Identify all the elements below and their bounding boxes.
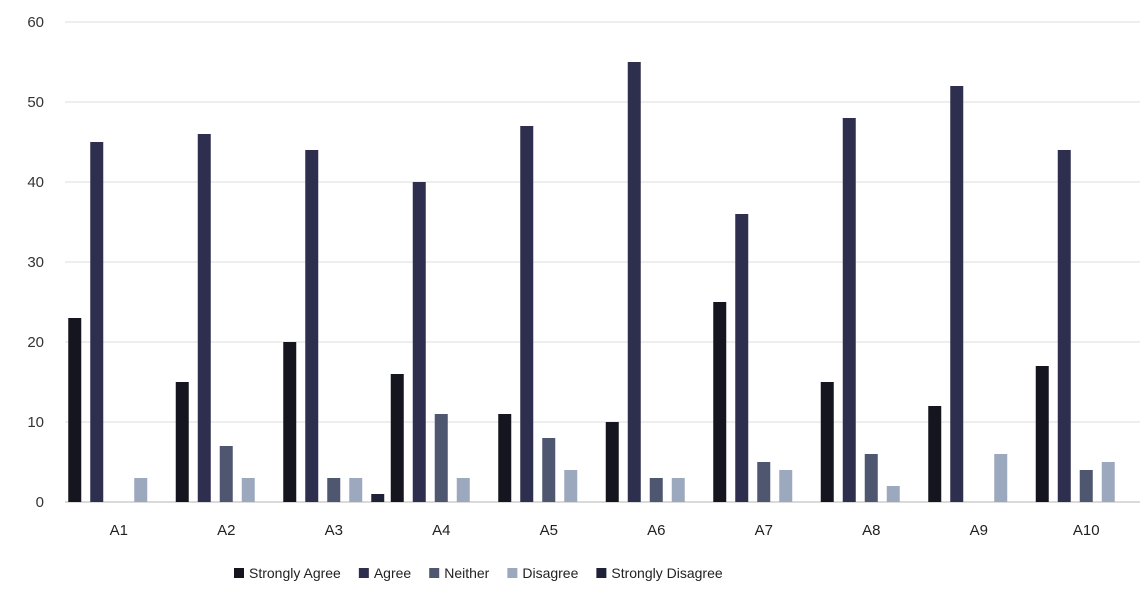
x-tick-label: A10 — [1073, 522, 1100, 539]
x-tick-label: A5 — [540, 522, 558, 539]
bar-A2-neither — [219, 446, 233, 502]
bar-A10-disagree — [1101, 462, 1115, 502]
x-tick-label: A7 — [755, 522, 773, 539]
x-tick-label: A6 — [647, 522, 665, 539]
bar-A5-agree — [520, 126, 534, 502]
y-tick-label: 0 — [36, 494, 44, 511]
legend-label: Neither — [444, 565, 489, 581]
legend: Strongly Agree Agree Neither Disagree Strong… — [234, 565, 723, 581]
gridlines — [65, 21, 1140, 503]
bar-A1-agree — [90, 142, 104, 502]
bar-A6-agree — [627, 62, 641, 502]
bar-A5-disagree — [564, 470, 578, 502]
bar-A4-strongly-agree — [390, 374, 404, 502]
x-tick-label: A3 — [325, 522, 343, 539]
bar-A10-strongly-agree — [1035, 366, 1049, 502]
legend-label: Agree — [374, 565, 412, 581]
bar-A4-disagree — [456, 478, 470, 502]
bar-A9-agree — [950, 86, 964, 502]
legend-swatch — [234, 568, 244, 578]
legend-label: Disagree — [522, 565, 578, 581]
bar-A3-strongly-agree — [283, 342, 297, 502]
bar-A4-agree — [412, 182, 426, 502]
y-axis: 0 10 20 30 40 50 60 — [27, 14, 44, 511]
x-tick-label: A1 — [110, 522, 128, 539]
x-tick-label: A4 — [432, 522, 450, 539]
bar-A7-strongly-agree — [713, 302, 727, 502]
bar-A3-neither — [327, 478, 341, 502]
x-tick-label: A9 — [970, 522, 988, 539]
bar-A2-agree — [197, 134, 211, 502]
bar-A7-disagree — [779, 470, 793, 502]
bar-A9-disagree — [994, 454, 1008, 502]
y-tick-label: 30 — [27, 254, 44, 271]
bar-A5-strongly-agree — [498, 414, 512, 502]
bar-A3-agree — [305, 150, 319, 502]
y-tick-label: 50 — [27, 94, 44, 111]
x-axis: A1 A2 A3 A4 A5 A6 A7 A8 A9 A10 — [110, 522, 1100, 539]
bar-A8-neither — [864, 454, 878, 502]
bar-A10-neither — [1079, 470, 1093, 502]
bar-A3-disagree — [349, 478, 363, 502]
x-tick-label: A2 — [217, 522, 235, 539]
bars — [68, 62, 1115, 502]
bar-A1-strongly-agree — [68, 318, 82, 502]
legend-label: Strongly Disagree — [611, 565, 722, 581]
y-tick-label: 60 — [27, 14, 44, 31]
bar-A3-strongly-disagree — [371, 494, 385, 502]
legend-swatch — [596, 568, 607, 578]
y-tick-label: 40 — [27, 174, 44, 191]
y-tick-label: 20 — [27, 334, 44, 351]
bar-A10-agree — [1057, 150, 1071, 502]
x-tick-label: A8 — [862, 522, 880, 539]
bar-A1-disagree — [134, 478, 148, 502]
bar-A2-strongly-agree — [175, 382, 189, 502]
legend-swatch — [358, 568, 369, 578]
legend-swatch — [429, 568, 440, 578]
bar-A7-agree — [735, 214, 749, 502]
bar-A4-neither — [434, 414, 448, 502]
bar-A2-disagree — [241, 478, 255, 502]
y-tick-label: 10 — [27, 414, 44, 431]
legend-swatch — [507, 568, 518, 578]
bar-A8-strongly-agree — [820, 382, 834, 502]
legend-label: Strongly Agree — [249, 565, 341, 581]
bar-A6-neither — [649, 478, 663, 502]
bar-A7-neither — [757, 462, 771, 502]
bar-A6-disagree — [671, 478, 685, 502]
bar-A5-neither — [542, 438, 556, 502]
bar-A9-strongly-agree — [928, 406, 942, 502]
bar-A8-disagree — [886, 486, 900, 502]
bar-A8-agree — [842, 118, 856, 502]
bar-A6-strongly-agree — [605, 422, 619, 502]
